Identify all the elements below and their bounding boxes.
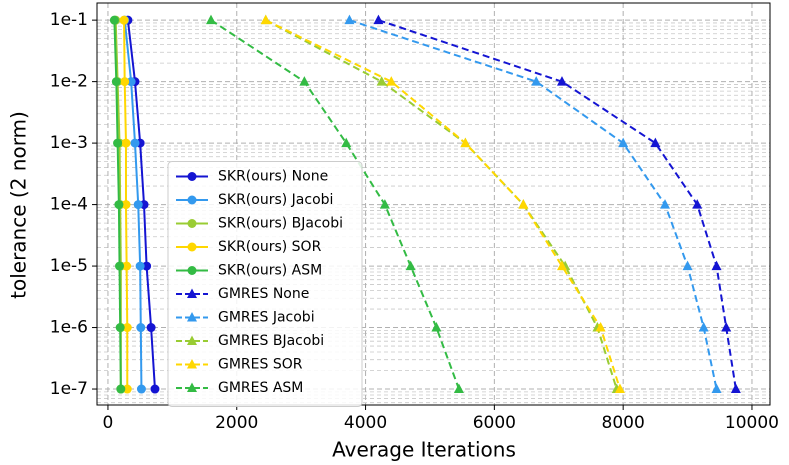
y-tick-label: 1e-3 [50, 133, 88, 153]
marker [595, 322, 606, 332]
marker [260, 14, 271, 25]
marker [711, 383, 722, 394]
marker [187, 312, 197, 322]
legend-label: GMRES None [218, 286, 309, 302]
marker [618, 137, 629, 148]
marker [205, 14, 216, 25]
marker [150, 384, 160, 394]
x-tick-label: 2000 [215, 413, 258, 433]
marker [119, 15, 129, 25]
marker [341, 137, 352, 148]
marker [556, 260, 567, 271]
legend-label: SKR(ours) None [218, 169, 328, 185]
y-axis-label: tolerance (2 norm) [7, 111, 31, 299]
marker [373, 14, 384, 25]
legend-label: GMRES SOR [218, 357, 303, 373]
marker [114, 200, 124, 210]
marker [121, 200, 131, 210]
y-tick-label: 1e-7 [50, 379, 88, 399]
marker [187, 266, 197, 275]
marker [187, 288, 197, 298]
y-tick-label: 1e-1 [50, 10, 88, 30]
marker [109, 15, 119, 25]
marker [650, 137, 661, 148]
marker [187, 335, 197, 345]
marker [136, 384, 146, 394]
legend-label: SKR(ours) Jacobi [218, 192, 333, 208]
marker [682, 260, 693, 271]
marker [376, 76, 387, 86]
marker [113, 138, 123, 148]
marker [730, 383, 741, 394]
marker [460, 137, 471, 148]
marker [453, 383, 464, 394]
y-tick-label: 1e-6 [50, 318, 88, 338]
legend-label: SKR(ours) SOR [218, 239, 322, 255]
x-tick-label: 8000 [602, 413, 645, 433]
marker [115, 323, 125, 333]
legend-label: GMRES Jacobi [218, 310, 315, 326]
marker [121, 138, 131, 148]
marker [379, 199, 390, 209]
marker [146, 323, 156, 333]
y-tick-label: 1e-2 [50, 72, 88, 92]
marker [130, 138, 140, 148]
marker [556, 76, 567, 86]
x-axis-label: Average Iterations [332, 438, 516, 462]
marker [692, 199, 703, 209]
legend-label: GMRES ASM [218, 380, 303, 396]
marker [187, 172, 197, 181]
marker [660, 199, 671, 209]
marker [142, 261, 152, 271]
marker [614, 383, 625, 394]
legend-label: SKR(ours) BJacobi [218, 216, 343, 232]
marker [405, 260, 416, 271]
marker [187, 382, 197, 392]
x-tick-label: 6000 [473, 413, 516, 433]
marker [122, 261, 132, 271]
marker [711, 260, 722, 271]
marker [299, 76, 310, 86]
marker [187, 195, 197, 205]
marker [721, 322, 732, 332]
marker [344, 14, 355, 25]
marker [187, 242, 197, 252]
marker [136, 323, 146, 333]
marker [122, 323, 132, 333]
marker [518, 199, 529, 209]
marker [431, 322, 442, 332]
legend-label: GMRES BJacobi [218, 333, 324, 349]
marker [115, 261, 125, 271]
marker [386, 76, 397, 86]
marker [111, 77, 121, 87]
x-tick-label: 4000 [344, 413, 387, 433]
marker [133, 200, 143, 210]
marker [126, 77, 136, 87]
x-tick-label: 0 [103, 413, 114, 433]
marker [122, 384, 132, 394]
marker [120, 77, 130, 87]
marker [116, 384, 126, 394]
marker [531, 76, 542, 86]
legend-box [167, 161, 363, 407]
legend: SKR(ours) None SKR(ours) Jacobi SKR(ours) … [167, 161, 363, 407]
legend-label: SKR(ours) ASM [218, 263, 322, 279]
marker [135, 261, 145, 271]
marker [187, 359, 197, 369]
y-tick-label: 1e-4 [50, 195, 88, 215]
x-tick-label: 10000 [725, 413, 779, 433]
y-tick-label: 1e-5 [50, 256, 88, 276]
marker [187, 219, 197, 228]
marker [698, 322, 709, 332]
plot-frame [96, 2, 771, 406]
